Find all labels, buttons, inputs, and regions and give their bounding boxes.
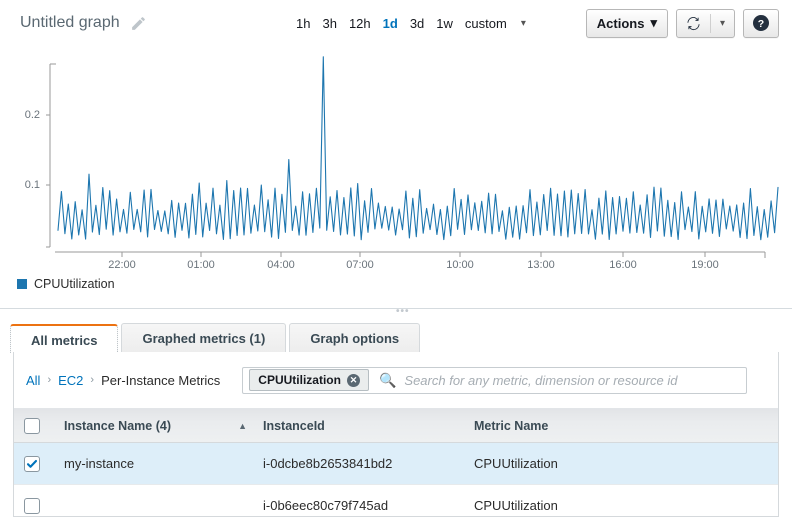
svg-text:01:00: 01:00 [187, 259, 215, 271]
svg-text:22:00: 22:00 [108, 259, 136, 271]
svg-text:?: ? [758, 18, 764, 30]
svg-text:19:00: 19:00 [691, 259, 719, 271]
svg-text:16:00: 16:00 [609, 259, 637, 271]
svg-text:07:00: 07:00 [346, 259, 374, 271]
svg-text:0.2: 0.2 [25, 109, 40, 121]
svg-text:10:00: 10:00 [446, 259, 474, 271]
svg-text:04:00: 04:00 [267, 259, 295, 271]
svg-text:0.1: 0.1 [25, 179, 40, 191]
svg-text:13:00: 13:00 [527, 259, 555, 271]
